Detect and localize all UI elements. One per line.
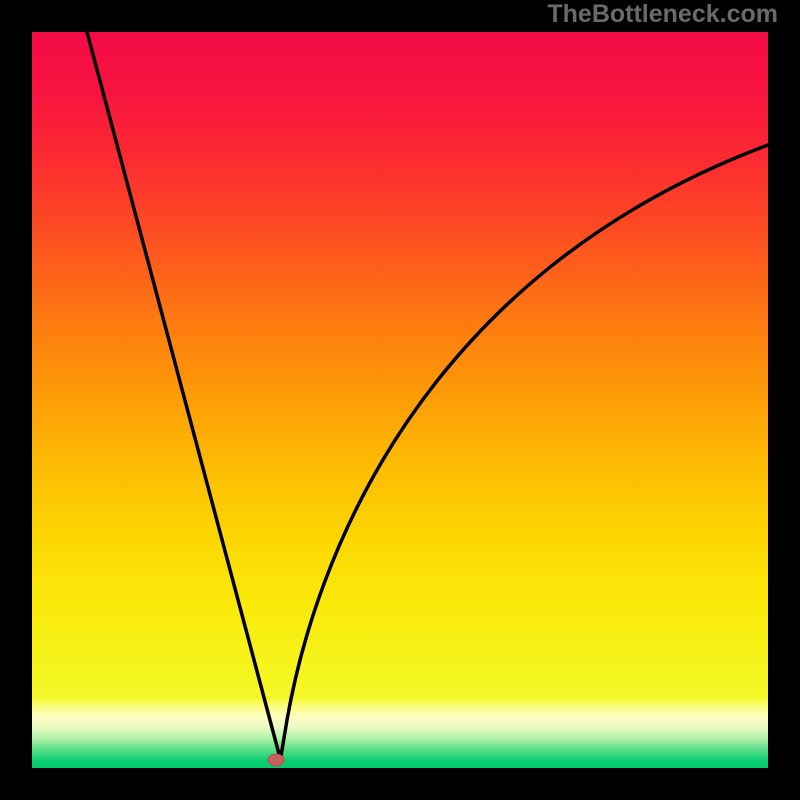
chart-root: TheBottleneck.com <box>0 0 800 800</box>
bottleneck-chart <box>0 0 800 800</box>
optimal-point-marker <box>268 754 284 766</box>
plot-background <box>32 32 768 768</box>
watermark-text: TheBottleneck.com <box>547 0 778 29</box>
